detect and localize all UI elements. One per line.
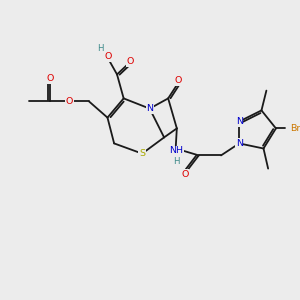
Text: H: H [98,44,104,53]
Text: NH: NH [169,146,183,155]
Text: O: O [66,97,73,106]
Text: O: O [105,52,112,61]
Text: H: H [173,157,179,166]
Text: O: O [127,57,134,66]
Text: O: O [175,76,182,85]
Text: N: N [146,104,153,113]
Text: N: N [236,117,243,126]
Text: S: S [139,149,145,158]
Text: N: N [236,139,243,148]
Text: O: O [46,74,53,83]
Text: O: O [181,170,189,179]
Text: Br: Br [290,124,300,133]
